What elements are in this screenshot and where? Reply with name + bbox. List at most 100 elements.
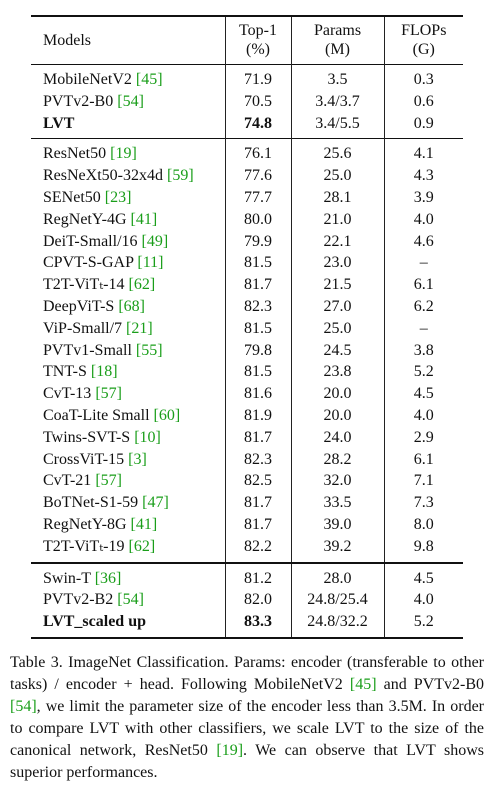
params-cell: 33.5 xyxy=(290,492,384,514)
table-row: CvT-21 [57] 82.5 32.0 7.1 xyxy=(31,470,463,493)
model-citation-link[interactable]: [45] xyxy=(135,71,163,88)
header-flops-line1: FLOPs xyxy=(401,22,447,39)
model-name: BoTNet-S1-59 xyxy=(43,494,139,512)
table-row: DeepViT-S [68] 82.3 27.0 6.2 xyxy=(31,295,463,318)
params-cell: 25.6 xyxy=(290,138,384,166)
model-citation-link[interactable]: [57] xyxy=(95,385,122,403)
model-cell: SENet50 [23] xyxy=(31,187,225,209)
model-citation-link[interactable]: [54] xyxy=(117,92,144,110)
caption-ref-19[interactable]: [19] xyxy=(216,742,244,759)
flops-cell: 5.2 xyxy=(383,611,463,638)
model-cell: CvT-21 [57] xyxy=(31,470,225,492)
model-citation-link[interactable]: [11] xyxy=(137,254,164,272)
table-row: Swin-T [36] 81.2 28.0 4.5 xyxy=(31,561,463,590)
flops-cell: 6.2 xyxy=(383,295,463,318)
model-name: CPVT-S-GAP xyxy=(43,254,134,272)
model-name: Twins-SVT-S xyxy=(43,428,131,446)
model-citation-link[interactable]: [55] xyxy=(135,341,163,359)
flops-cell: 8.0 xyxy=(383,513,463,536)
flops-cell: – xyxy=(383,252,463,275)
model-citation-link[interactable]: [19] xyxy=(110,145,137,163)
flops-cell: 0.6 xyxy=(383,90,463,113)
model-citation-link[interactable]: [36] xyxy=(94,569,122,587)
model-citation-link[interactable]: [62] xyxy=(128,276,156,294)
flops-cell: 9.8 xyxy=(383,535,463,563)
params-cell: 23.0 xyxy=(290,252,384,275)
flops-cell: 3.9 xyxy=(383,186,463,209)
table-row: RegNetY-4G [41] 80.0 21.0 4.0 xyxy=(31,208,463,231)
table-caption: Table 3. ImageNet Classification. Params… xyxy=(10,652,484,784)
model-citation-link[interactable]: [62] xyxy=(128,537,156,555)
model-name: DeiT-Small/16 xyxy=(43,232,138,250)
results-table: Models Top-1 (%) Params (M) FLOPs (G) Mo… xyxy=(31,15,463,639)
model-cell: T2T-ViTₜ-19 [62] xyxy=(31,536,225,563)
model-citation-link[interactable]: [60] xyxy=(153,406,181,424)
table-row: CrossViT-15 [3] 82.3 28.2 6.1 xyxy=(31,448,463,471)
model-citation-link[interactable]: [41] xyxy=(130,210,158,228)
model-cell: MobileNetV2 [45] xyxy=(31,63,225,91)
top1-cell: 81.7 xyxy=(224,426,291,449)
model-citation-link[interactable]: [3] xyxy=(128,450,147,468)
caption-ref-45[interactable]: [45] xyxy=(349,676,377,693)
table-row: LVT_scaled up 83.3 24.8/32.2 5.2 xyxy=(31,611,463,638)
flops-cell: 4.6 xyxy=(383,230,463,253)
flops-cell: 5.2 xyxy=(383,361,463,384)
model-citation-link[interactable]: [41] xyxy=(130,515,158,533)
table-row: CPVT-S-GAP [11] 81.5 23.0– xyxy=(31,252,463,275)
model-citation-link[interactable]: [54] xyxy=(117,591,144,609)
params-cell: 3.5 xyxy=(290,63,384,91)
model-citation-link[interactable]: [57] xyxy=(95,472,122,490)
model-name: RegNetY-4G xyxy=(43,210,127,228)
table-row: T2T-ViTₜ-14 [62] 81.7 21.5 6.1 xyxy=(31,274,463,296)
model-cell: DeiT-Small/16 [49] xyxy=(31,231,225,253)
top1-cell: 81.9 xyxy=(224,404,291,427)
model-cell: BoTNet-S1-59 [47] xyxy=(31,492,225,514)
top1-cell: 82.0 xyxy=(224,589,291,612)
flops-cell: 3.8 xyxy=(383,339,463,362)
model-citation-link[interactable]: [23] xyxy=(104,188,132,206)
flops-cell: 4.3 xyxy=(383,165,463,187)
top1-cell: 81.6 xyxy=(224,383,291,405)
model-name: LVT_scaled up xyxy=(43,613,146,631)
table-row: BoTNet-S1-59 [47] 81.7 33.5 7.3 xyxy=(31,492,463,514)
caption-text-1: Table 3. ImageNet Classification. Params… xyxy=(10,654,484,693)
table-row: CvT-13 [57] 81.6 20.0 4.5 xyxy=(31,383,463,405)
model-name: MobileNetV2 xyxy=(43,71,132,88)
header-models: Models xyxy=(43,31,91,49)
model-cell: Twins-SVT-S [10] xyxy=(31,427,225,449)
top1-cell: 81.5 xyxy=(224,361,291,384)
model-name: DeepViT-S xyxy=(43,297,115,315)
top1-cell: 82.5 xyxy=(224,470,291,493)
params-cell: 27.0 xyxy=(290,295,384,318)
top1-cell: 74.8 xyxy=(224,112,291,139)
top1-cell: 81.5 xyxy=(224,252,291,275)
model-citation-link[interactable]: [68] xyxy=(118,297,145,315)
model-name: ResNeXt50-32x4d xyxy=(43,167,163,185)
top1-cell: 70.5 xyxy=(224,90,291,113)
flops-cell: 4.1 xyxy=(383,138,463,166)
params-cell: 39.2 xyxy=(290,535,384,563)
model-citation-link[interactable]: [59] xyxy=(166,167,194,185)
model-cell: DeepViT-S [68] xyxy=(31,296,225,318)
model-name: CvT-13 xyxy=(43,385,92,403)
model-citation-link[interactable]: [47] xyxy=(142,494,169,512)
params-cell: 25.0 xyxy=(290,317,384,340)
model-citation-link[interactable]: [18] xyxy=(90,363,118,381)
model-citation-link[interactable]: [21] xyxy=(126,319,153,337)
table-row: CoaT-Lite Small [60] 81.9 20.0 4.0 xyxy=(31,404,463,427)
table-row: PVTv2-B2 [54] 82.0 24.8/25.4 4.0 xyxy=(31,589,463,612)
table-row: RegNetY-8G [41] 81.7 39.0 8.0 xyxy=(31,513,463,536)
model-name: RegNetY-8G xyxy=(43,515,127,533)
caption-text-3: , we limit the parameter size of the enc… xyxy=(10,698,484,759)
model-cell: CrossViT-15 [3] xyxy=(31,449,225,471)
caption-ref-54[interactable]: [54] xyxy=(10,698,37,715)
params-cell: 20.0 xyxy=(290,383,384,405)
model-citation-link[interactable]: [49] xyxy=(141,232,169,250)
caption-text-2: and PVTv2-B0 xyxy=(376,676,485,693)
model-citation-link[interactable]: [10] xyxy=(134,428,161,446)
model-name: CvT-21 xyxy=(43,472,92,490)
flops-cell: 4.0 xyxy=(383,208,463,231)
flops-cell: 6.1 xyxy=(383,448,463,471)
flops-cell: 7.3 xyxy=(383,492,463,514)
model-name: T2T-ViTₜ-19 xyxy=(43,537,125,555)
